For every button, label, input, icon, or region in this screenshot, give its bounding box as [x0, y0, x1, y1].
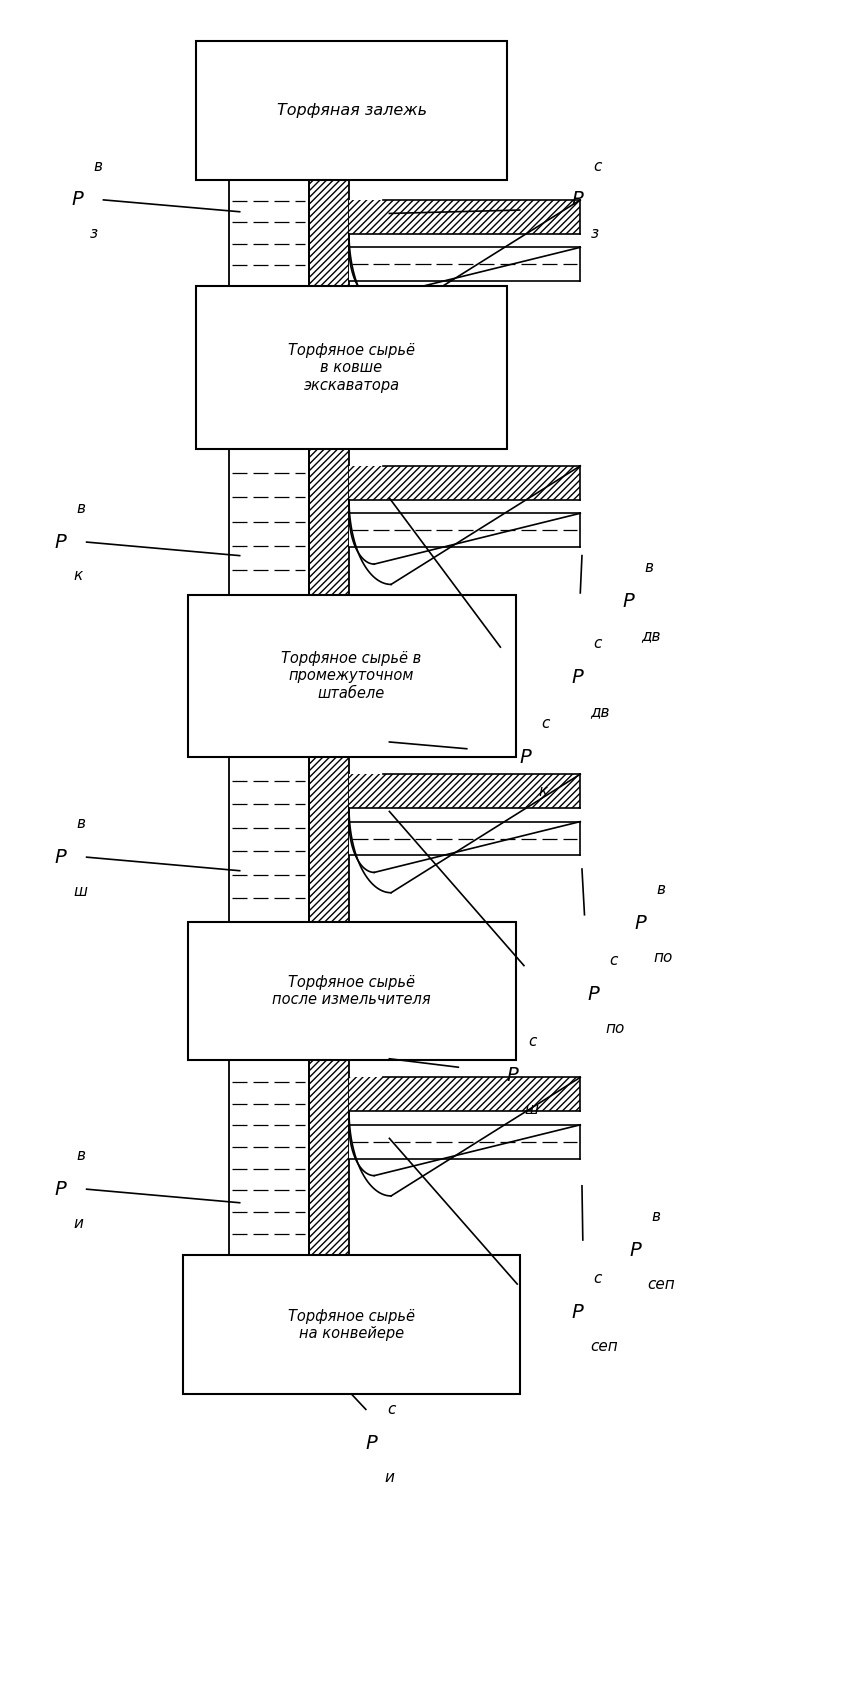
- Text: к: к: [538, 784, 547, 798]
- Text: P: P: [629, 1240, 641, 1260]
- Text: в: в: [77, 817, 86, 830]
- Bar: [309, 1060, 349, 1255]
- Text: ш: ш: [525, 1103, 539, 1116]
- Text: P: P: [71, 190, 83, 210]
- Text: Торфяное сырьё
в ковше
экскаватора: Торфяное сырьё в ковше экскаватора: [288, 342, 415, 393]
- Bar: [229, 449, 309, 595]
- Text: Торфяное сырьё
на конвейере: Торфяное сырьё на конвейере: [288, 1308, 415, 1342]
- Text: P: P: [366, 1433, 378, 1453]
- Text: P: P: [572, 667, 584, 688]
- Bar: [188, 595, 516, 757]
- Bar: [183, 1255, 520, 1394]
- Text: P: P: [635, 913, 647, 933]
- Text: с: с: [388, 1403, 396, 1416]
- Text: с: с: [542, 717, 550, 730]
- Bar: [229, 1060, 309, 1255]
- Bar: [349, 1077, 580, 1111]
- Text: P: P: [572, 1303, 584, 1323]
- Text: P: P: [55, 532, 66, 552]
- Text: P: P: [55, 847, 66, 867]
- Bar: [196, 41, 507, 180]
- Bar: [309, 757, 349, 922]
- Text: сеп: сеп: [648, 1277, 675, 1291]
- Text: по: по: [606, 1021, 625, 1035]
- Text: в: в: [93, 159, 103, 173]
- Text: и: и: [384, 1470, 394, 1484]
- Text: в: в: [77, 1149, 86, 1162]
- Bar: [229, 180, 309, 286]
- Text: з: з: [590, 227, 599, 241]
- Text: с: с: [594, 1272, 602, 1286]
- Bar: [196, 286, 507, 449]
- Text: Торфяная залежь: Торфяная залежь: [277, 103, 426, 117]
- Bar: [349, 466, 580, 500]
- Text: в: в: [77, 501, 86, 515]
- Bar: [229, 1060, 309, 1255]
- Text: с: с: [594, 637, 602, 650]
- Bar: [349, 513, 580, 547]
- Text: с: с: [609, 954, 617, 967]
- Text: дв: дв: [590, 705, 610, 718]
- Bar: [349, 822, 580, 855]
- Text: дв: дв: [641, 628, 660, 642]
- Text: P: P: [622, 591, 634, 612]
- Text: P: P: [55, 1179, 66, 1199]
- Text: P: P: [506, 1066, 518, 1086]
- Bar: [349, 247, 580, 281]
- Bar: [229, 180, 309, 286]
- Text: Торфяное сырьё в
промежуточном
штабеле: Торфяное сырьё в промежуточном штабеле: [282, 650, 421, 701]
- Bar: [309, 180, 349, 286]
- Bar: [309, 449, 349, 595]
- Text: P: P: [587, 984, 599, 1005]
- Bar: [349, 1125, 580, 1159]
- Bar: [229, 757, 309, 922]
- Text: по: по: [653, 950, 673, 964]
- Text: P: P: [572, 190, 584, 210]
- Bar: [188, 922, 516, 1060]
- Text: в: в: [651, 1210, 660, 1223]
- Text: в: в: [644, 561, 653, 574]
- Bar: [229, 449, 309, 595]
- Bar: [229, 757, 309, 922]
- Text: в: в: [657, 883, 666, 896]
- Text: з: з: [90, 227, 98, 241]
- Text: с: с: [528, 1035, 537, 1049]
- Text: ш: ш: [73, 884, 87, 898]
- Text: Торфяное сырьё
после измельчителя: Торфяное сырьё после измельчителя: [272, 974, 431, 1008]
- Bar: [349, 200, 580, 234]
- Text: к: к: [73, 569, 82, 583]
- Bar: [349, 774, 580, 808]
- Text: сеп: сеп: [590, 1340, 618, 1354]
- Text: P: P: [520, 747, 532, 767]
- Text: с: с: [594, 159, 602, 173]
- Text: и: и: [73, 1216, 83, 1230]
